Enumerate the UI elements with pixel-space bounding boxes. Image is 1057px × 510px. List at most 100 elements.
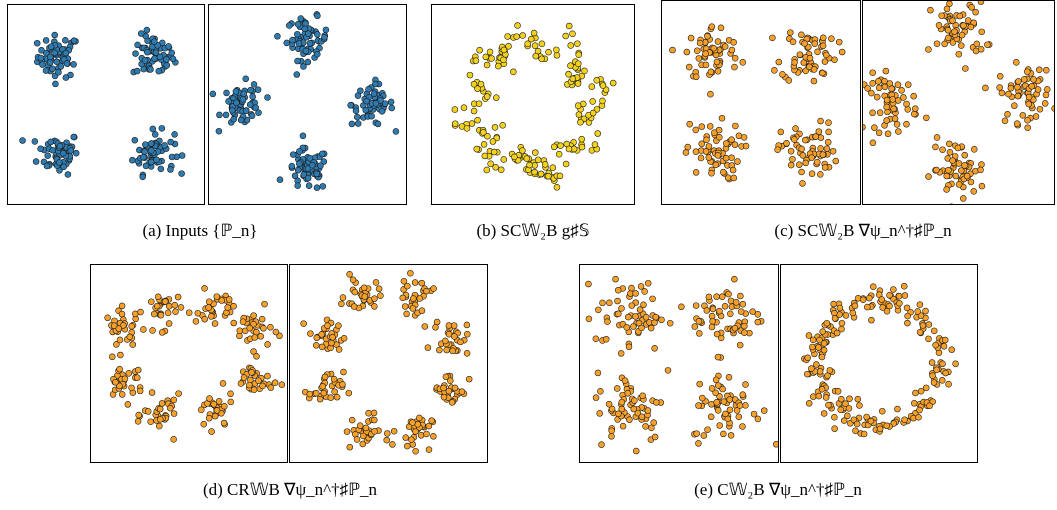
scatter-point — [589, 109, 597, 117]
scatter-point — [944, 34, 952, 42]
scatter-point — [1024, 68, 1031, 75]
scatter-point — [327, 394, 335, 401]
scatter-point — [812, 133, 820, 140]
scatter-point — [211, 412, 219, 420]
scatter-point — [253, 328, 260, 336]
scatter-point — [952, 360, 959, 368]
scatter-point — [932, 143, 939, 151]
scatter-point — [608, 432, 615, 440]
scatter-plot — [209, 11, 400, 191]
scatter-point — [949, 17, 956, 24]
scatter-point — [511, 153, 518, 161]
scatter-point — [299, 132, 307, 140]
scatter-point — [1025, 100, 1033, 108]
scatter-point — [648, 424, 655, 432]
scatter-point — [278, 381, 286, 388]
scatter-point — [428, 417, 435, 424]
scatter-point — [706, 123, 714, 130]
scatter-point — [403, 310, 410, 318]
scatter-point — [838, 395, 845, 403]
scatter-point — [340, 368, 347, 376]
scatter-point — [693, 430, 700, 437]
scatter-point — [808, 154, 815, 161]
scatter-point — [696, 39, 704, 47]
scatter-point — [316, 395, 324, 403]
scatter-point — [925, 173, 932, 180]
scatter-point — [842, 312, 850, 319]
scatter-point — [72, 149, 80, 157]
scatter-point — [53, 58, 60, 66]
scatter-point — [883, 103, 890, 111]
scatter-point — [250, 348, 257, 355]
scatter-point — [553, 46, 560, 54]
scatter-point — [884, 130, 892, 138]
scatter-point — [978, 182, 986, 190]
scatter-point — [720, 430, 727, 438]
scatter-point — [832, 157, 840, 165]
scatter-point — [726, 396, 733, 403]
scatter-point — [259, 382, 266, 390]
scatter-point — [704, 426, 711, 433]
scatter-point — [829, 147, 837, 155]
scatter-point — [118, 310, 126, 318]
scatter-point — [960, 22, 967, 29]
scatter-point — [440, 393, 448, 401]
scatter-point — [445, 322, 453, 329]
scatter-point — [742, 381, 749, 388]
scatter-point — [851, 302, 859, 310]
scatter-point — [1044, 86, 1051, 93]
scatter-point — [652, 313, 660, 321]
scatter-point — [370, 416, 378, 424]
scatter-point — [714, 382, 722, 389]
scatter-point — [686, 120, 693, 128]
scatter-point — [370, 409, 378, 417]
scatter-point — [708, 23, 716, 30]
scatter-point — [110, 322, 118, 329]
scatter-point — [208, 313, 215, 320]
scatter-point — [819, 328, 826, 335]
scatter-plot — [300, 269, 473, 455]
scatter-point — [838, 48, 846, 56]
scatter-point — [669, 46, 676, 54]
scatter-point — [313, 170, 320, 178]
scatter-point — [967, 178, 975, 186]
scatter-point — [693, 47, 701, 54]
scatter-point — [640, 301, 647, 309]
scatter-point — [1020, 76, 1028, 83]
scatter-point — [783, 140, 790, 147]
scatter-point — [867, 417, 875, 425]
scatter-point — [810, 77, 818, 85]
scatter-point — [346, 443, 354, 451]
scatter-point — [253, 353, 260, 360]
scatter-point — [713, 293, 720, 300]
scatter-point — [639, 392, 646, 400]
scatter-point — [343, 428, 351, 435]
scatter-point — [715, 126, 723, 134]
scatter-point — [787, 147, 795, 155]
scatter-point — [956, 12, 964, 20]
scatter-point — [894, 405, 901, 413]
scatter-point — [360, 284, 368, 292]
scatter-point — [769, 34, 776, 42]
scatter-point — [490, 148, 498, 156]
scatter-point — [136, 387, 144, 395]
scatter-point — [632, 313, 639, 320]
scatter-point — [683, 48, 691, 56]
scatter-point — [731, 54, 739, 62]
scatter-point — [33, 39, 41, 47]
caption-c: (c) SC𝕎₂B ∇ψ_n^†♯ℙ_n — [774, 221, 952, 240]
scatter-point — [595, 306, 602, 314]
scatter-point — [51, 49, 58, 57]
scatter-point — [912, 389, 919, 397]
scatter-point — [599, 299, 606, 307]
scatter-point — [51, 31, 58, 39]
scatter-point — [70, 61, 77, 68]
scatter-point — [43, 162, 51, 170]
scatter-point — [242, 75, 249, 83]
scatter-point — [696, 330, 703, 337]
scatter-point — [248, 112, 256, 120]
scatter-point — [165, 320, 173, 327]
scatter-point — [695, 402, 702, 409]
scatter-point — [739, 59, 747, 66]
scatter-point — [941, 336, 949, 344]
